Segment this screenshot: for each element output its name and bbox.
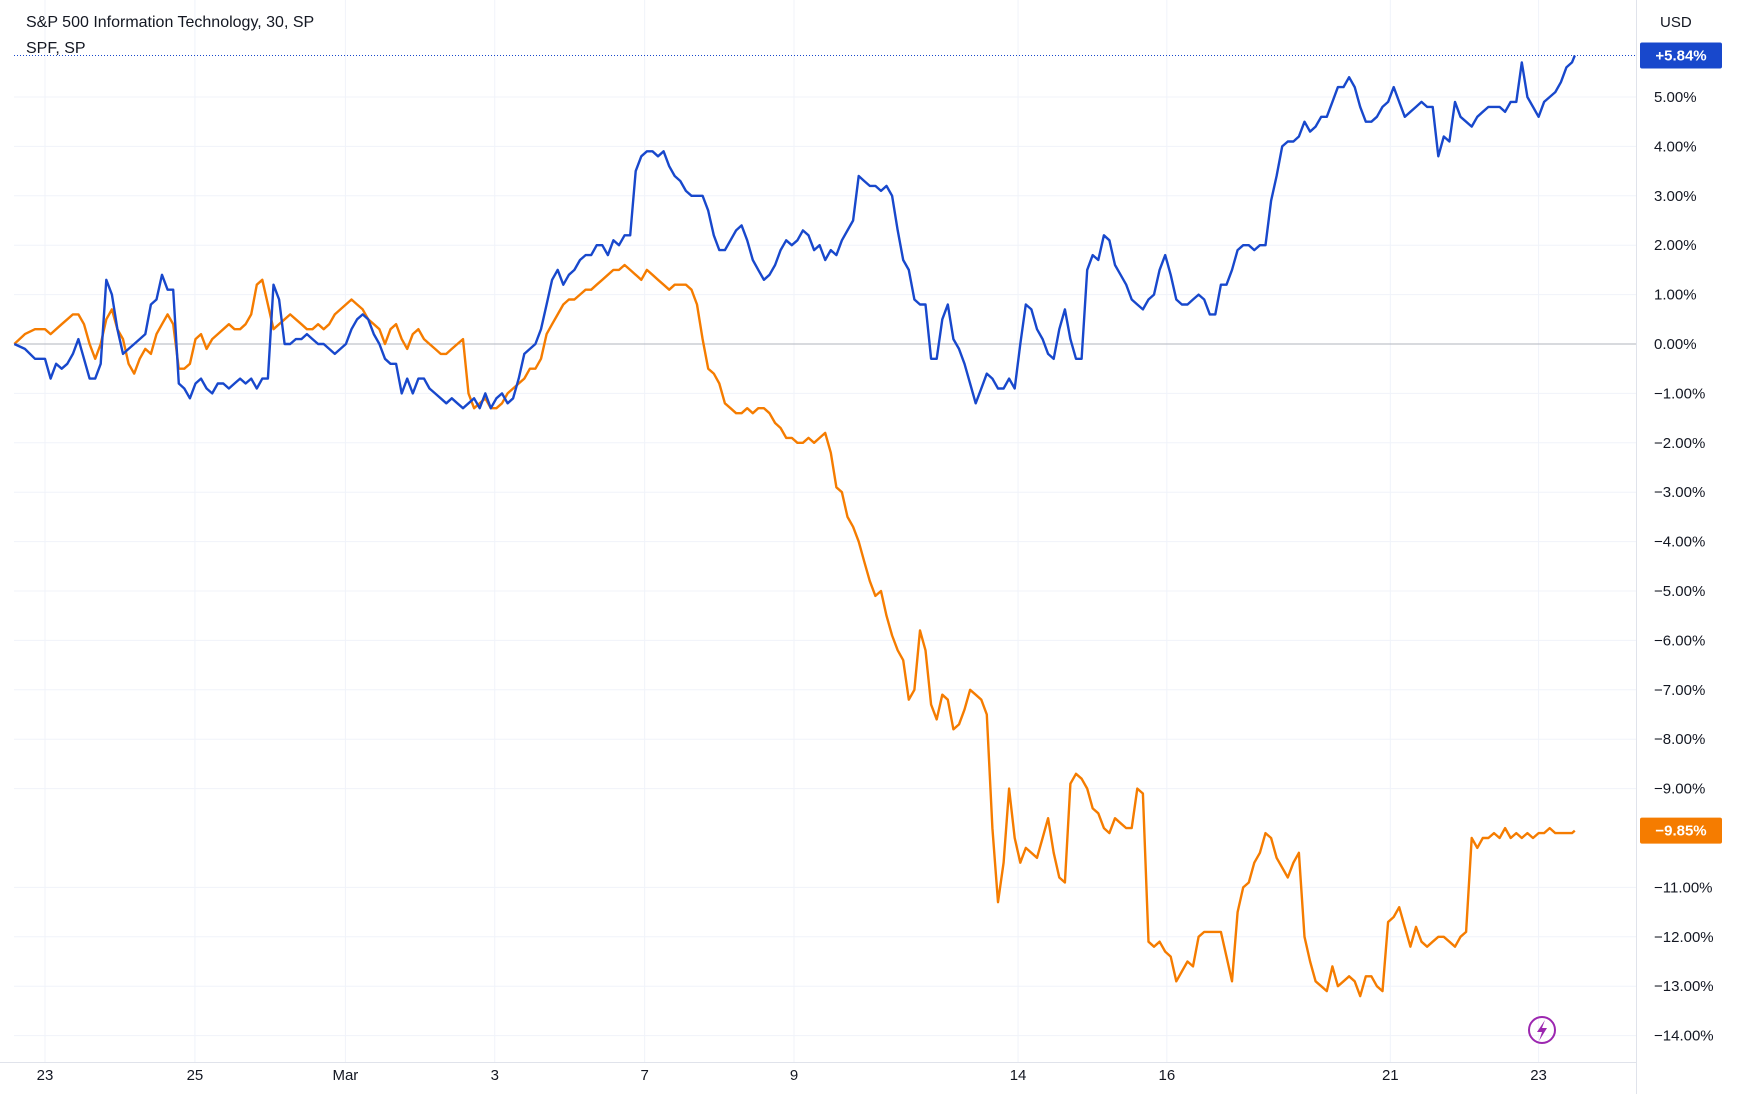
series-spf-line[interactable] (13, 263, 1576, 998)
badge-2-label: −9.85% (1655, 823, 1706, 840)
y-tick-label: −14.00% (1654, 1028, 1714, 1045)
y-tick-label: −9.00% (1654, 781, 1705, 798)
last-value-badge-spf: −9.85% (1640, 817, 1722, 844)
y-tick-label: 5.00% (1654, 89, 1697, 106)
y-tick-label: −5.00% (1654, 583, 1705, 600)
y-tick-label: −2.00% (1654, 435, 1705, 452)
y-tick-label: 4.00% (1654, 138, 1697, 155)
y-axis-ticks: 5.00% 4.00% 3.00% 2.00% 1.00% 0.00% −1.00% −2.0… (1654, 89, 1714, 1045)
last-value-badge-sp500-it: +5.84% (1640, 42, 1722, 69)
x-tick-label: 3 (491, 1067, 499, 1084)
legend-series-1: S&P 500 Information Technology, 30, SP (26, 14, 315, 31)
x-tick-label: Mar (332, 1067, 358, 1084)
x-tick-label: 14 (1010, 1067, 1027, 1084)
y-tick-label: −7.00% (1654, 682, 1705, 699)
series-sp500-it-line[interactable] (13, 55, 1576, 410)
currency-label: USD (1660, 14, 1692, 31)
y-tick-label: −11.00% (1654, 879, 1713, 896)
legend-series-2: SPF, SP (26, 40, 86, 57)
x-tick-label: 21 (1382, 1067, 1399, 1084)
y-tick-label: −3.00% (1654, 484, 1705, 501)
x-tick-label: 16 (1159, 1067, 1176, 1084)
y-tick-label: −13.00% (1654, 978, 1714, 995)
y-tick-label: 3.00% (1654, 188, 1697, 205)
y-tick-label: 2.00% (1654, 237, 1697, 254)
badge-2-background (1640, 817, 1722, 844)
y-tick-label: 1.00% (1654, 287, 1697, 304)
y-tick-label: 0.00% (1654, 336, 1697, 353)
x-tick-label: 23 (1530, 1067, 1547, 1084)
lightning-bolt-glyph (1537, 1020, 1547, 1041)
grid-lines (14, 0, 1636, 1062)
x-axis-ticks: 23 25 Mar 3 7 9 14 16 21 23 (37, 1067, 1547, 1084)
y-tick-label: −1.00% (1654, 385, 1705, 402)
y-tick-label: −12.00% (1654, 929, 1714, 946)
lightning-bolt-icon[interactable] (1528, 1016, 1556, 1044)
badge-1-label: +5.84% (1655, 48, 1706, 65)
x-tick-label: 9 (790, 1067, 798, 1084)
x-tick-label: 7 (640, 1067, 648, 1084)
x-tick-label: 23 (37, 1067, 54, 1084)
y-tick-label: −8.00% (1654, 731, 1705, 748)
x-tick-label: 25 (187, 1067, 204, 1084)
badge-1-background (1640, 42, 1722, 69)
y-tick-label: −6.00% (1654, 632, 1705, 649)
lightning-bolt-ring (1528, 1016, 1556, 1044)
y-tick-label: −4.00% (1654, 534, 1705, 551)
